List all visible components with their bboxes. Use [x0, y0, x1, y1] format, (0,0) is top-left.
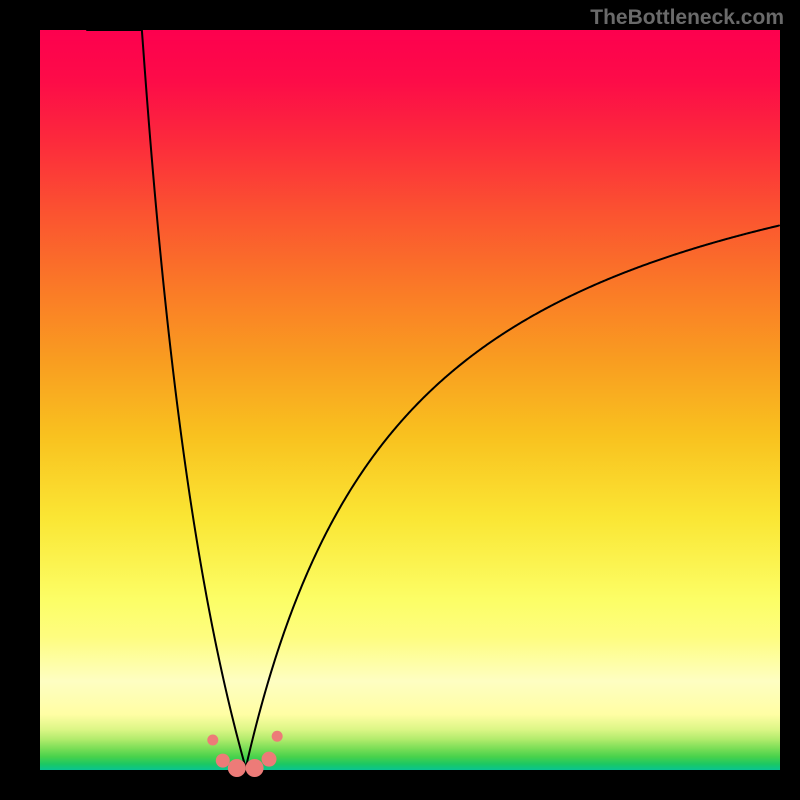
curve-marker: [272, 731, 283, 742]
curve-marker: [216, 754, 230, 768]
curve-marker: [207, 734, 218, 745]
curve-marker: [262, 752, 277, 767]
watermark-text: TheBottleneck.com: [590, 6, 784, 30]
curve-marker: [228, 759, 246, 777]
curve-marker: [246, 759, 264, 777]
